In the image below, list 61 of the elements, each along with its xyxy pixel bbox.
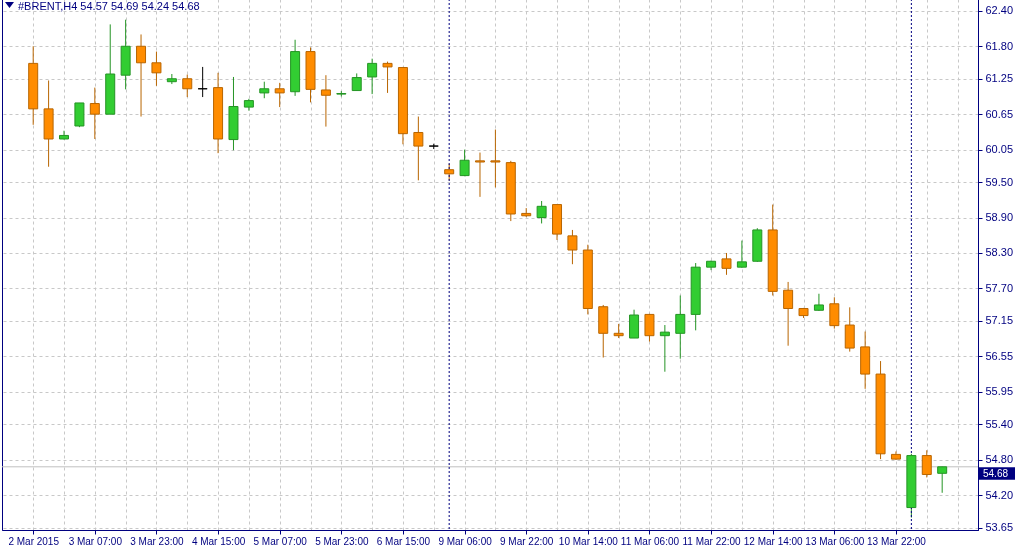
y-tick-label: 60.05 <box>985 143 1014 156</box>
y-tick-label: 59.50 <box>985 175 1014 188</box>
candlestick <box>367 58 378 95</box>
x-tick-label: 9 Mar 06:00 <box>438 535 493 547</box>
candlestick <box>629 309 640 339</box>
candlestick <box>736 240 747 269</box>
candlestick <box>844 306 855 353</box>
candlestick <box>413 116 424 181</box>
x-tick-label: 13 Mar 06:00 <box>805 535 865 547</box>
candlestick <box>675 295 686 360</box>
y-tick-label: 61.80 <box>985 39 1014 52</box>
x-tick-label: 2 Mar 2015 <box>8 535 60 547</box>
x-tick-label: 5 Mar 07:00 <box>253 535 308 547</box>
candlestick <box>166 73 177 85</box>
candlestick <box>921 449 932 478</box>
candlestick <box>89 87 100 140</box>
candlestick <box>151 51 162 87</box>
x-tick-label: 3 Mar 23:00 <box>130 535 185 547</box>
x-tick-label: 13 Mar 22:00 <box>867 535 927 547</box>
candlestick <box>74 102 85 128</box>
y-tick-label: 54.20 <box>985 488 1014 501</box>
x-tick-label: 3 Mar 07:00 <box>68 535 123 547</box>
x-tick-label: 6 Mar 15:00 <box>376 535 431 547</box>
x-tick-label: 11 Mar 06:00 <box>620 535 680 547</box>
candlestick <box>459 149 470 177</box>
candlestick <box>567 229 578 265</box>
y-tick-label: 58.30 <box>985 246 1014 259</box>
candlestick <box>721 252 732 276</box>
y-tick-label: 61.25 <box>985 72 1014 85</box>
y-tick-label: 60.65 <box>985 107 1014 120</box>
x-tick-label: 9 Mar 22:00 <box>500 535 554 547</box>
candlestick <box>644 313 655 343</box>
candlestick <box>659 324 670 373</box>
x-tick-label: 10 Mar 14:00 <box>558 535 619 547</box>
y-tick-label: 53.65 <box>985 521 1014 534</box>
chart-title: #BRENT,H4 54.57 54.69 54.24 54.68 <box>18 0 200 12</box>
y-tick-label: 55.95 <box>985 385 1014 398</box>
candlestick <box>813 293 824 312</box>
candlestick <box>182 74 193 98</box>
x-tick-label: 11 Mar 22:00 <box>682 535 742 547</box>
x-tick-label: 4 Mar 15:00 <box>191 535 246 547</box>
candlestick <box>320 74 331 128</box>
y-tick-label: 56.55 <box>985 349 1014 362</box>
y-tick-label: 58.90 <box>985 211 1014 224</box>
candlestick <box>536 200 547 224</box>
y-tick-label: 54.80 <box>985 453 1014 466</box>
candlestick <box>937 465 948 494</box>
candlestick <box>829 296 840 330</box>
candlestick <box>382 61 393 94</box>
y-tick-label: 57.15 <box>985 314 1014 327</box>
candlestick <box>490 129 501 188</box>
candlestick <box>274 82 285 108</box>
y-tick-label: 55.40 <box>985 417 1014 430</box>
x-tick-label: 12 Mar 14:00 <box>743 535 804 547</box>
ref-line-label: 54.68 <box>983 467 1009 479</box>
candlestick <box>136 33 147 118</box>
x-tick-label: 5 Mar 23:00 <box>315 535 369 547</box>
y-tick-label: 62.40 <box>985 4 1014 17</box>
y-tick-label: 57.70 <box>985 281 1014 294</box>
candlestick <box>783 281 794 347</box>
candlestick <box>474 152 485 198</box>
